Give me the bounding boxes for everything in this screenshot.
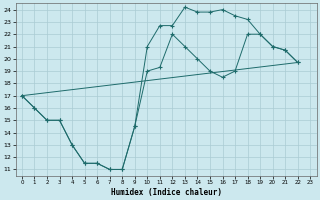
X-axis label: Humidex (Indice chaleur): Humidex (Indice chaleur)	[111, 188, 221, 197]
